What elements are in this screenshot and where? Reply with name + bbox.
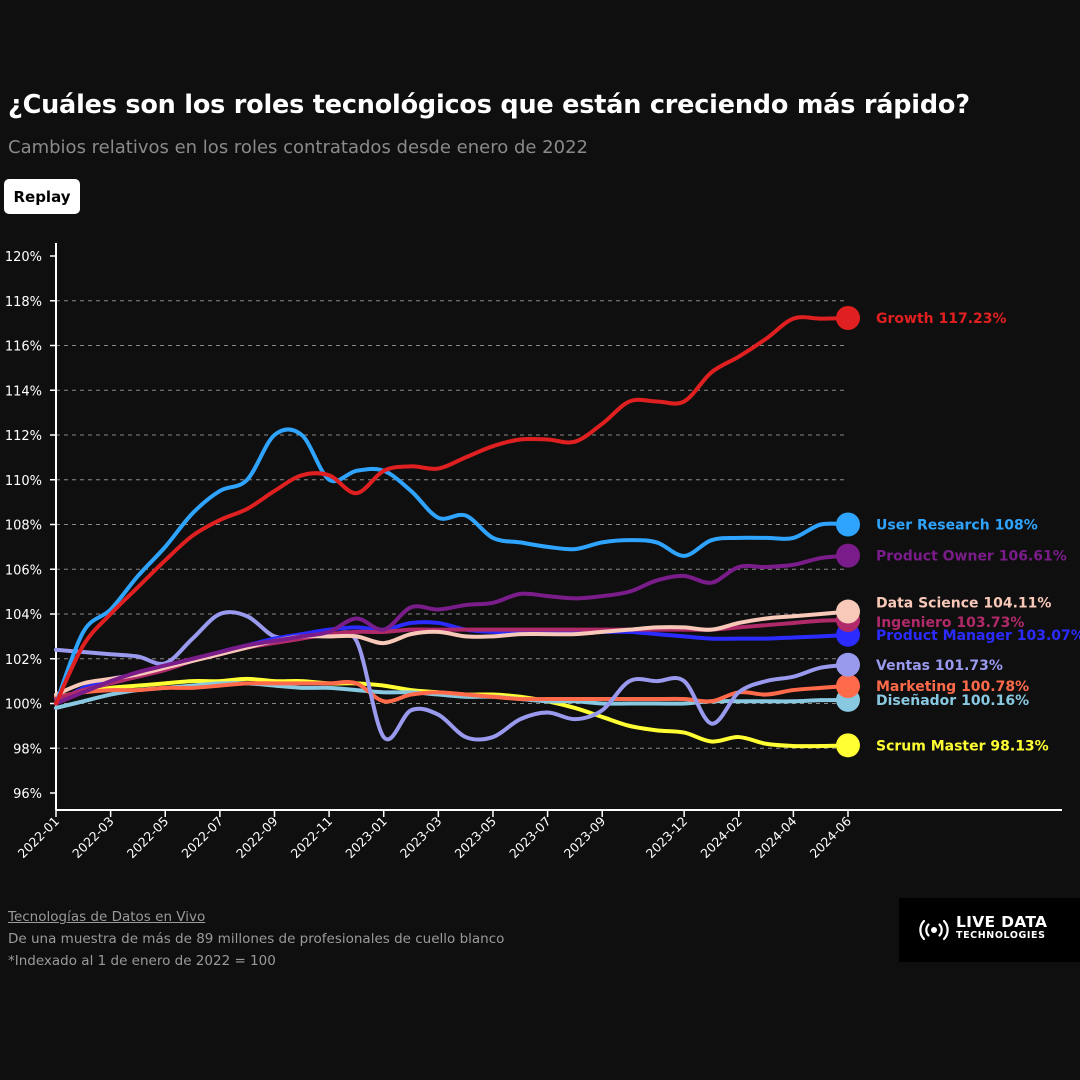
x-axis-ticks: 2022-01 2022-03 2022-05 2022-07 2022-09 2022-… <box>15 810 855 862</box>
footer-note-sample: De una muestra de más de 89 millones de … <box>8 931 505 947</box>
y-tick-label: 98% <box>13 742 42 757</box>
x-tick-label: 2022-03 <box>69 814 117 862</box>
series-label-ventas: Ventas 101.73% <box>876 658 1003 674</box>
x-tick-label: 2023-12 <box>643 814 691 862</box>
x-tick-label: 2022-11 <box>288 814 336 862</box>
series-label-ingeniero: Ingeniero 103.73% <box>876 615 1024 631</box>
replay-button[interactable]: Replay <box>4 179 80 214</box>
x-tick-label: 2022-05 <box>124 814 172 862</box>
y-tick-label: 116% <box>5 340 42 355</box>
series-label-growth: Growth 117.23% <box>876 311 1007 327</box>
series-label-product-owner: Product Owner 106.61% <box>876 549 1067 565</box>
x-tick-label: 2022-07 <box>178 814 226 862</box>
series-end-marker-data-science <box>836 599 860 624</box>
x-tick-label: 2023-03 <box>397 814 445 862</box>
series-line-growth <box>54 315 850 706</box>
y-tick-label: 108% <box>5 519 42 534</box>
series-end-marker-marketing <box>836 674 860 699</box>
x-tick-label: 2023-09 <box>561 813 609 861</box>
broadcast-icon <box>919 919 949 941</box>
series-end-marker-growth <box>836 305 860 330</box>
source-link[interactable]: Tecnologías de Datos en Vivo <box>8 909 206 925</box>
y-tick-label: 114% <box>5 384 42 399</box>
y-tick-label: 96% <box>13 787 42 802</box>
x-tick-label: 2024-04 <box>752 813 800 861</box>
y-tick-label: 104% <box>5 608 42 623</box>
series-end-marker-scrum-master <box>836 733 860 758</box>
y-tick-label: 102% <box>5 653 42 668</box>
x-tick-label: 2023-05 <box>452 814 500 862</box>
series-label-scrum-master: Scrum Master 98.13% <box>876 738 1049 754</box>
y-tick-label: 106% <box>5 563 42 578</box>
series-end-marker-user-research <box>836 512 860 537</box>
series-end-marker-ventas <box>836 652 860 677</box>
y-tick-label: 118% <box>5 295 42 310</box>
chart-subtitle: Cambios relativos en los roles contratad… <box>8 137 588 158</box>
series-end-marker-product-owner <box>836 543 860 568</box>
y-tick-label: 110% <box>5 474 42 489</box>
series-label-product-manager: Product Manager 103.07% <box>876 628 1080 644</box>
line-chart: 96% 98% 100% 102% 104% 106% 108% 110% 112% 114% 11… <box>5 243 1080 862</box>
series-lines <box>54 305 860 758</box>
series-label-user-research: User Research 108% <box>876 518 1038 534</box>
footer-note-index: *Indexado al 1 de enero de 2022 = 100 <box>8 953 276 969</box>
footer: Tecnologías de Datos en Vivo De una mues… <box>8 906 504 972</box>
series-label-disenador: Diseñador 100.16% <box>876 693 1029 709</box>
series-label-marketing: Marketing 100.78% <box>876 679 1029 695</box>
series-label-data-science: Data Science 104.11% <box>876 596 1051 612</box>
logo-line1: LIVE DATA <box>956 913 1048 931</box>
series-line-marketing <box>54 680 850 704</box>
x-tick-label: 2024-06 <box>807 813 855 861</box>
series-line-user-research <box>54 427 850 706</box>
series-line-product-owner <box>54 553 850 706</box>
y-axis-ticks: 96% 98% 100% 102% 104% 106% 108% 110% 112% 114% 11… <box>5 250 56 802</box>
y-tick-label: 112% <box>5 429 42 444</box>
series-end-labels: Scrum Master 98.13% Diseñador 100.16%Mark… <box>876 311 1080 754</box>
x-tick-label: 2023-07 <box>506 814 554 862</box>
series-line-data-science <box>54 609 850 697</box>
y-tick-label: 100% <box>5 698 42 713</box>
series-line-ventas <box>54 610 850 742</box>
y-tick-label: 120% <box>5 250 42 265</box>
logo: LIVE DATA TECHNOLOGIES <box>899 898 1080 962</box>
x-tick-label: 2022-01 <box>15 814 63 862</box>
x-tick-label: 2023-01 <box>342 814 390 862</box>
x-tick-label: 2022-09 <box>233 813 281 861</box>
chart-title: ¿Cuáles son los roles tecnológicos que e… <box>8 90 970 120</box>
x-tick-label: 2024-02 <box>697 814 745 862</box>
logo-line2: TECHNOLOGIES <box>956 930 1046 941</box>
